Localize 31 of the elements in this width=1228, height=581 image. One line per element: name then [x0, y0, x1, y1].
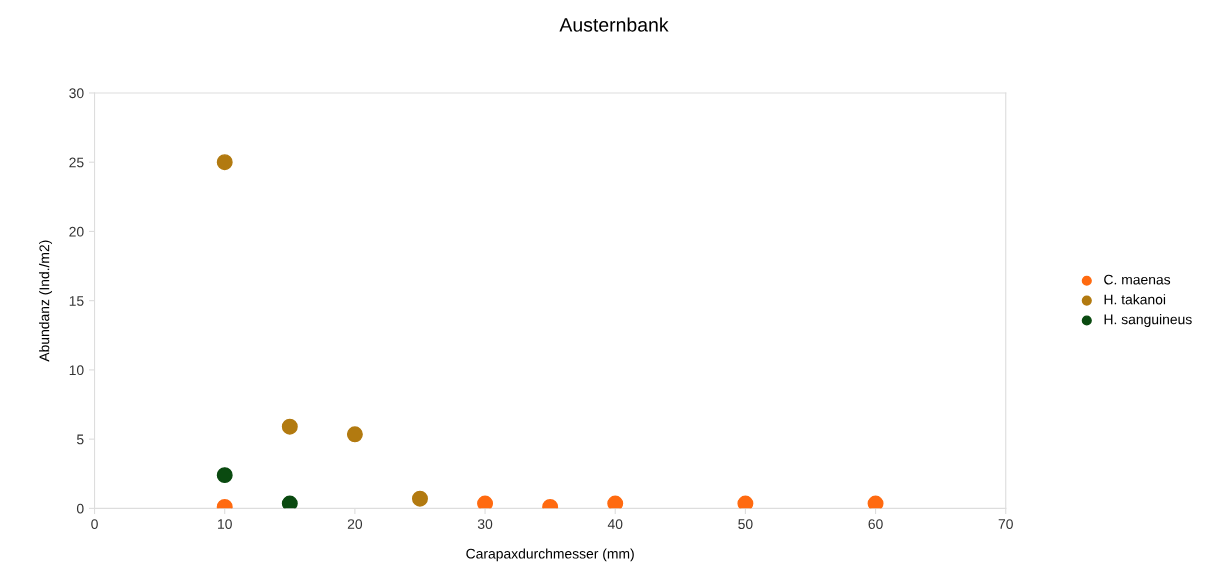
point — [411, 490, 428, 507]
x-tick-label: 70 — [998, 519, 1013, 529]
point — [281, 495, 298, 509]
x-tick-label: 20 — [347, 519, 363, 529]
point — [607, 495, 624, 509]
legend-label: H. sanguineus — [1104, 314, 1192, 328]
point — [216, 467, 233, 484]
x-tick-label: 40 — [607, 519, 623, 529]
x-tick-label: 60 — [868, 519, 883, 529]
point — [867, 495, 884, 509]
chart-title: Austernbank — [559, 17, 669, 32]
x-axis-title: Carapaxdurchmesser (mm) — [466, 548, 634, 562]
x-tick-label: 0 — [91, 519, 98, 529]
y-tick-label: 25 — [69, 157, 84, 168]
y-tick-label: 10 — [69, 365, 84, 376]
legend-label: C. maenas — [1104, 274, 1171, 285]
y-axis-title: Abundanz (Ind./m2) — [39, 240, 53, 362]
point — [477, 495, 494, 509]
point — [281, 418, 298, 435]
point — [737, 495, 754, 509]
y-tick-label: 0 — [76, 503, 84, 514]
y-tick-label: 30 — [69, 88, 84, 99]
x-tick-label: 50 — [738, 519, 753, 529]
y-tick-label: 15 — [69, 296, 84, 306]
legend-label: H. takanoi — [1104, 294, 1166, 305]
x-tick-label: 10 — [218, 519, 232, 529]
x-tick-label: 30 — [477, 519, 493, 529]
y-tick-label: 20 — [69, 226, 84, 237]
y-tick-label: 5 — [76, 434, 84, 445]
point — [216, 154, 233, 171]
point — [346, 426, 363, 443]
